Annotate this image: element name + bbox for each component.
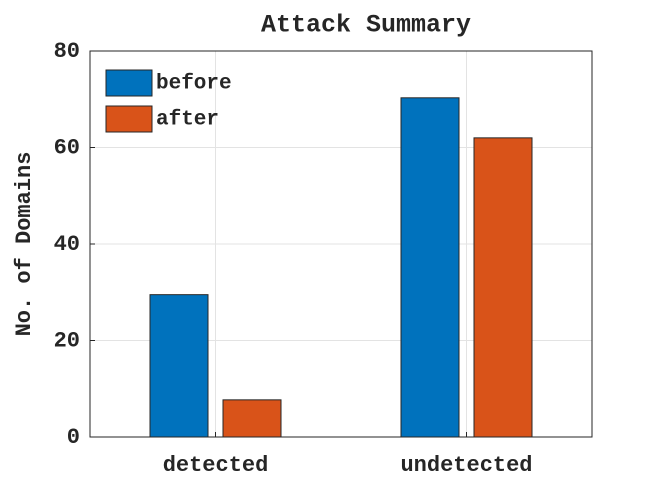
legend-swatch: [105, 69, 153, 97]
legend-swatch: [105, 105, 153, 133]
y-tick-label: 0: [67, 425, 80, 450]
y-tick-label: 20: [54, 328, 80, 353]
bar: [473, 137, 533, 438]
x-tick-label: undetected: [400, 453, 532, 478]
y-tick-label: 40: [54, 232, 80, 257]
legend-label: after: [156, 109, 219, 132]
y-tick-label: 60: [54, 135, 80, 160]
chart-title: Attack Summary: [261, 11, 471, 40]
y-tick-label: 80: [54, 39, 80, 64]
legend-label: before: [156, 73, 232, 96]
y-axis-label: No. of Domains: [12, 152, 37, 337]
bar: [222, 399, 282, 438]
bar: [400, 97, 460, 438]
x-tick-label: detected: [163, 453, 269, 478]
bar: [149, 294, 209, 438]
axes-box: [89, 50, 593, 438]
